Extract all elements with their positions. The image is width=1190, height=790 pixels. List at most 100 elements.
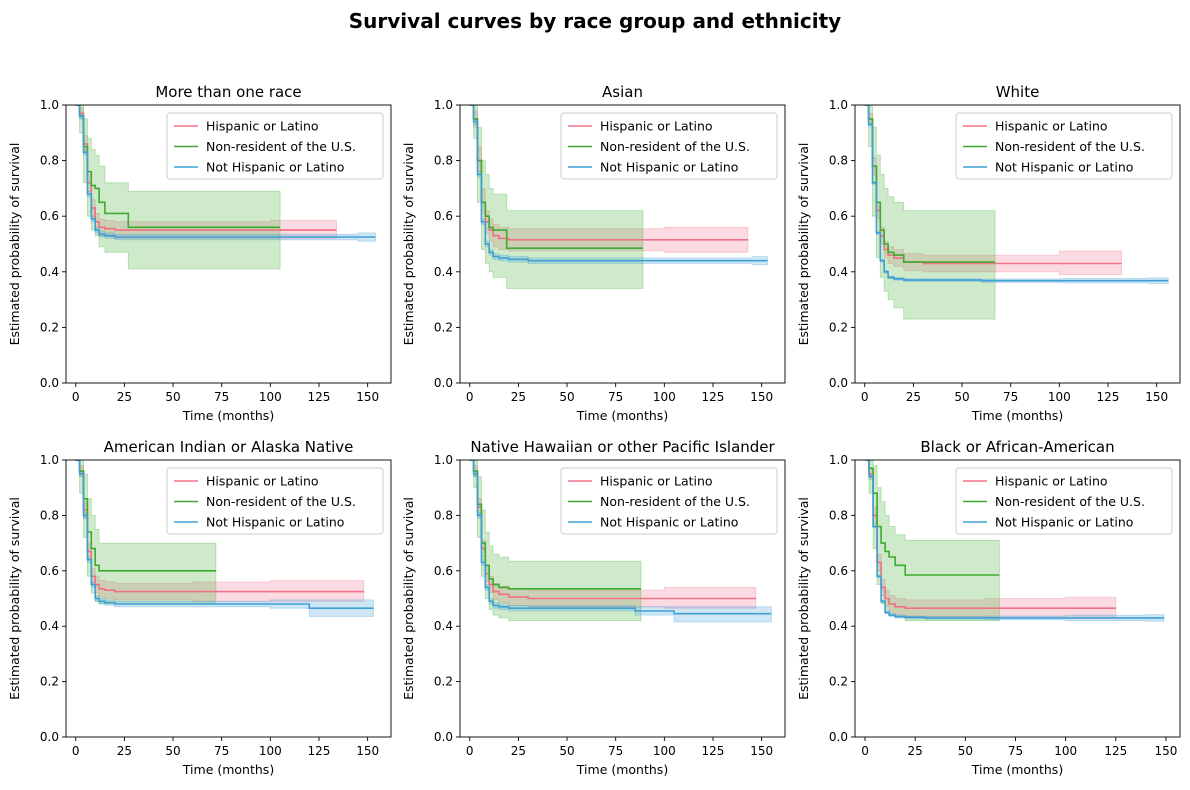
y-tick-label: 0.6 [434, 564, 453, 578]
legend-entry-label: Non-resident of the U.S. [995, 494, 1145, 509]
survival-line-series-3 [75, 105, 376, 238]
y-tick-label: 0.6 [829, 209, 848, 223]
y-tick-label: 0.2 [434, 675, 453, 689]
x-tick-label: 75 [1003, 390, 1018, 404]
plot-area [865, 460, 1165, 622]
y-tick-label: 0.6 [40, 564, 59, 578]
panel-title: Black or African-American [920, 438, 1114, 456]
legend-entry-label: Not Hispanic or Latino [995, 160, 1133, 175]
x-tick-label: 50 [559, 390, 574, 404]
legend-box [166, 112, 384, 180]
x-tick-label: 100 [653, 744, 676, 758]
y-tick-label: 0.0 [829, 730, 848, 744]
legend-entry-label: Non-resident of the U.S. [600, 494, 750, 509]
x-axis-label: Time (months) [576, 408, 668, 423]
plot-area [469, 460, 772, 623]
x-tick-label: 125 [702, 390, 725, 404]
y-tick-label: 0.8 [40, 154, 59, 168]
x-tick-label: 150 [750, 390, 773, 404]
panel-title: Asian [602, 83, 643, 101]
y-tick-label: 0.4 [434, 619, 453, 633]
y-tick-label: 0.0 [40, 730, 59, 744]
axes-frame [854, 104, 1181, 384]
y-axis-label: Estimated probability of survival [796, 143, 811, 346]
legend-entry-label: Not Hispanic or Latino [995, 515, 1133, 530]
x-tick-label: 150 [750, 744, 773, 758]
x-tick-label: 75 [214, 390, 229, 404]
x-tick-label: 125 [308, 744, 331, 758]
y-tick-label: 0.0 [434, 376, 453, 390]
axes-frame [65, 459, 392, 738]
x-tick-label: 125 [1104, 744, 1127, 758]
survival-line-series-2 [865, 460, 1000, 576]
y-tick-label: 0.2 [829, 675, 848, 689]
legend-entry-label: Not Hispanic or Latino [206, 515, 344, 530]
axes-frame [459, 104, 786, 384]
y-tick-label: 0.2 [40, 675, 59, 689]
x-tick-label: 0 [72, 744, 80, 758]
panel-title: White [996, 83, 1040, 101]
y-tick-label: 0.2 [434, 320, 453, 334]
x-axis-label: Time (months) [182, 762, 274, 777]
x-tick-label: 150 [1145, 390, 1168, 404]
x-tick-label: 150 [356, 744, 379, 758]
x-tick-label: 50 [559, 744, 574, 758]
plot-area [75, 460, 374, 617]
x-tick-label: 0 [466, 390, 474, 404]
x-tick-label: 125 [1097, 390, 1120, 404]
x-tick-label: 150 [356, 390, 379, 404]
legend: Hispanic or Latino Non-resident of the U.… [955, 467, 1173, 535]
legend-entry-label: Non-resident of the U.S. [600, 139, 750, 154]
y-tick-label: 0.4 [829, 619, 848, 633]
survival-line-series-2 [864, 105, 996, 263]
chart-panel-1: More than one race 0 25 50 75 100 125 150 0.0 0.2… [7, 83, 392, 423]
y-tick-label: 0.2 [40, 320, 59, 334]
chart-panel-4: American Indian or Alaska Native 0 25 50 75 1… [7, 438, 392, 777]
y-tick-label: 0.8 [829, 154, 848, 168]
ci-band-series-2 [469, 460, 642, 622]
y-axis-label: Estimated probability of survival [401, 143, 416, 346]
y-tick-label: 0.8 [40, 508, 59, 522]
chart-panel-2: Asian 0 25 50 75 100 125 150 0.0 0.2 0.4 0.6 0.8 1.0 T… [401, 83, 786, 423]
x-tick-label: 75 [1008, 744, 1023, 758]
x-tick-label: 50 [958, 744, 973, 758]
x-tick-label: 100 [1054, 744, 1077, 758]
legend-entry-label: Hispanic or Latino [206, 474, 319, 489]
x-tick-label: 100 [259, 744, 282, 758]
y-tick-label: 0.4 [434, 265, 453, 279]
x-tick-label: 25 [511, 390, 526, 404]
plot-area [75, 105, 376, 270]
legend-box [560, 467, 778, 535]
legend-entry-label: Hispanic or Latino [995, 474, 1108, 489]
x-axis-label: Time (months) [971, 408, 1063, 423]
x-tick-label: 100 [653, 390, 676, 404]
x-tick-label: 100 [259, 390, 282, 404]
y-tick-label: 1.0 [40, 453, 59, 467]
x-tick-label: 50 [165, 390, 180, 404]
legend-entry-label: Non-resident of the U.S. [206, 139, 356, 154]
axes-frame [65, 104, 392, 384]
y-tick-label: 1.0 [434, 453, 453, 467]
y-tick-label: 0.6 [434, 209, 453, 223]
panel-title: Native Hawaiian or other Pacific Islande… [470, 438, 775, 456]
survival-line-series-3 [469, 105, 768, 262]
x-tick-label: 25 [906, 390, 921, 404]
x-tick-label: 25 [908, 744, 923, 758]
x-tick-label: 75 [608, 744, 623, 758]
panel-title: More than one race [155, 83, 301, 101]
legend: Hispanic or Latino Non-resident of the U.… [166, 112, 384, 180]
legend-box [166, 467, 384, 535]
y-axis-label: Estimated probability of survival [7, 497, 22, 700]
legend-entry-label: Hispanic or Latino [600, 474, 713, 489]
x-tick-label: 75 [608, 390, 623, 404]
survival-line-series-2 [469, 105, 643, 249]
y-axis-label: Estimated probability of survival [7, 143, 22, 346]
x-tick-label: 75 [214, 744, 229, 758]
plot-area [469, 105, 768, 289]
survival-line-series-3 [75, 460, 374, 609]
legend-entry-label: Hispanic or Latino [995, 119, 1108, 134]
legend: Hispanic or Latino Non-resident of the U.… [560, 467, 778, 535]
chart-panel-3: White 0 25 50 75 100 125 150 0.0 0.2 0.4 0.6 0.8 1.0 T… [796, 83, 1181, 423]
y-tick-label: 0.6 [829, 564, 848, 578]
